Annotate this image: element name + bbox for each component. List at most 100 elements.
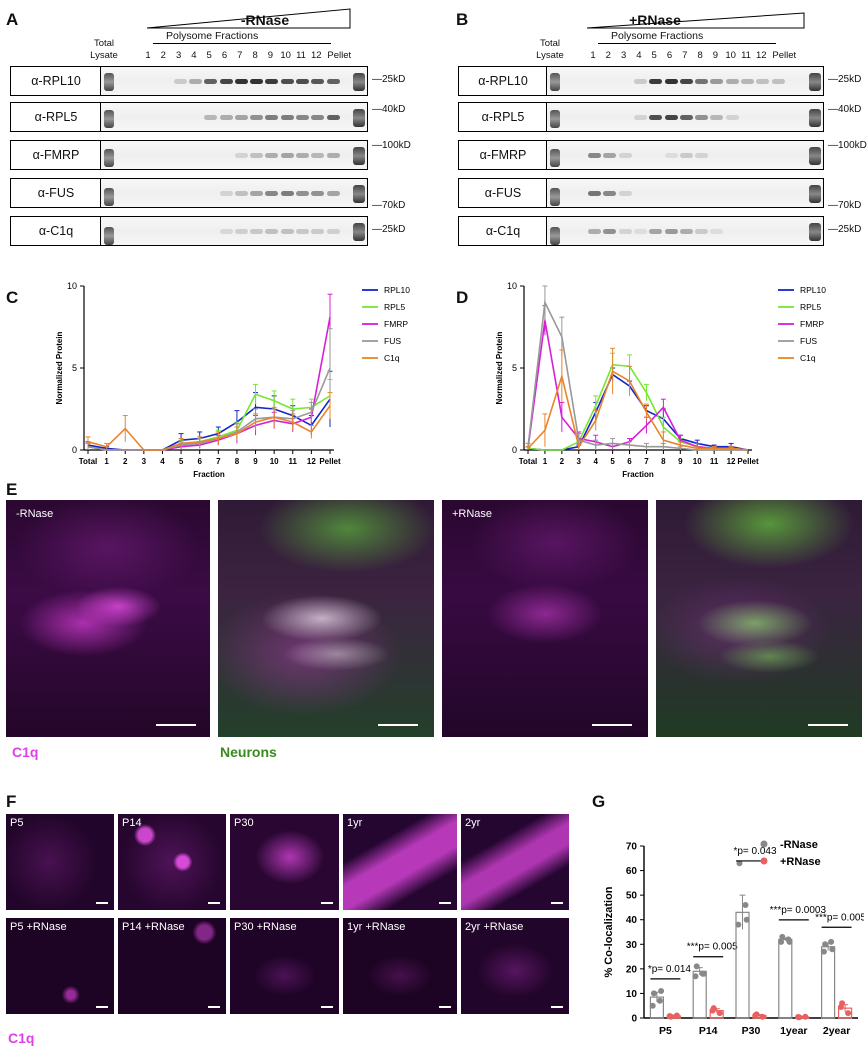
data-point	[658, 987, 665, 994]
y-tick-label: 5	[72, 363, 77, 373]
x-tick-label: 3	[142, 457, 147, 466]
fraction-label: 6	[221, 50, 228, 61]
protein-band	[588, 153, 601, 158]
protein-band	[280, 191, 294, 196]
protein-band	[633, 115, 647, 120]
x-tick-label: 1year	[780, 1025, 807, 1037]
fraction-label: 5	[651, 50, 657, 61]
protein-band	[234, 191, 248, 196]
data-point	[752, 1012, 759, 1019]
protein-band	[219, 191, 233, 196]
data-point	[735, 921, 742, 928]
molecular-weight-marker: —25kD	[828, 224, 862, 235]
antibody-label: α-FMRP	[458, 140, 548, 170]
protein-band	[618, 229, 632, 234]
series-line-c1q	[527, 370, 749, 451]
protein-band	[250, 115, 264, 120]
x-tick-label: 5	[179, 457, 184, 466]
data-point	[802, 1013, 809, 1020]
blot-strip	[546, 66, 824, 96]
gradient-wedge	[586, 12, 805, 29]
data-point	[742, 901, 749, 908]
protein-band	[603, 153, 617, 158]
polysome-fractions-label: Polysome Fractions	[166, 30, 259, 42]
data-point	[829, 946, 836, 953]
micrograph-tile-label: P14	[122, 817, 142, 829]
protein-band	[250, 229, 264, 234]
fraction-label: 4	[191, 50, 197, 61]
c1q-grid-label: C1q	[8, 1030, 35, 1046]
x-axis-label: Fraction	[622, 470, 654, 479]
y-tick-label: 10	[67, 281, 77, 291]
protein-band	[173, 79, 187, 84]
x-tick-label: 7	[644, 457, 649, 466]
scale-bar	[551, 902, 563, 904]
x-axis-label: Fraction	[193, 470, 225, 479]
series-line-fmrp	[527, 320, 749, 451]
blot-strip	[100, 216, 368, 246]
fraction-label: 9	[267, 50, 274, 61]
x-tick-label: 9	[678, 457, 683, 466]
data-point	[693, 963, 700, 970]
protein-band	[219, 79, 233, 84]
molecular-weight-marker: —100kD	[828, 140, 867, 151]
micrograph-tile-label: P5	[10, 817, 24, 829]
protein-band	[664, 153, 678, 158]
y-axis-label: % Co-localization	[603, 886, 615, 977]
fraction-label: 4	[636, 50, 642, 61]
x-tick-label: Total	[519, 457, 538, 466]
x-tick-label: 11	[710, 457, 719, 466]
protein-band	[649, 79, 663, 84]
bar-minus-rnase	[778, 938, 793, 1019]
lysate-label: Lysate	[90, 50, 118, 61]
fraction-label: 3	[175, 50, 182, 61]
blot-strip	[100, 66, 368, 96]
scale-bar	[96, 902, 108, 904]
x-tick-label: 6	[197, 457, 202, 466]
protein-band	[188, 79, 202, 84]
blot-strip	[546, 178, 824, 208]
data-point	[673, 1012, 680, 1019]
x-tick-label: 3	[577, 457, 582, 466]
fraction-label: 8	[697, 50, 703, 61]
fraction-label: 10	[725, 50, 736, 61]
data-point	[795, 1014, 802, 1021]
bar-chart-colocalization: 0 10 20 30 40 50 60 70 % Co-localization P5 *p= 0.…	[603, 839, 864, 1037]
micrograph-tile-label: P5 +RNase	[10, 921, 67, 933]
y-tick-label: 20	[626, 964, 638, 975]
micrograph-tile-label: 2yr +RNase	[465, 921, 524, 933]
y-axis-label: Normalized Protein	[495, 331, 504, 404]
protein-band	[695, 229, 709, 234]
legend-label: FUS	[384, 336, 401, 346]
legend-label: RPL10	[384, 285, 410, 295]
polysome-fractions-label: Polysome Fractions	[611, 30, 704, 42]
x-tick-label: 8	[661, 457, 666, 466]
micrograph-label: +RNase	[452, 508, 493, 520]
scale-bar	[439, 902, 451, 904]
lysate-label: Lysate	[536, 50, 564, 61]
x-tick-label: Total	[79, 457, 98, 466]
protein-band	[234, 115, 248, 120]
micrograph-tile-label: 1yr	[347, 817, 363, 829]
y-tick-label: 0	[512, 445, 517, 455]
data-point	[743, 916, 750, 923]
data-point	[845, 1010, 852, 1017]
micrograph-tile: 1yr	[343, 814, 457, 910]
fraction-label: 2	[160, 50, 166, 61]
data-point	[822, 941, 829, 948]
protein-band	[311, 79, 325, 84]
fraction-label: 2	[605, 50, 611, 61]
legend-label: C1q	[800, 353, 816, 363]
scale-bar	[208, 1006, 220, 1008]
series-line-c1q	[87, 405, 331, 451]
legend-label: FUS	[800, 336, 817, 346]
protein-band	[588, 229, 601, 234]
protein-band	[603, 229, 617, 234]
fraction-label: 1	[145, 50, 151, 61]
x-tick-label: 4	[593, 457, 598, 466]
protein-band	[250, 191, 264, 196]
y-tick-label: 10	[626, 989, 638, 1000]
data-point	[778, 938, 785, 945]
protein-band	[679, 229, 693, 234]
scale-bar	[321, 1006, 333, 1008]
